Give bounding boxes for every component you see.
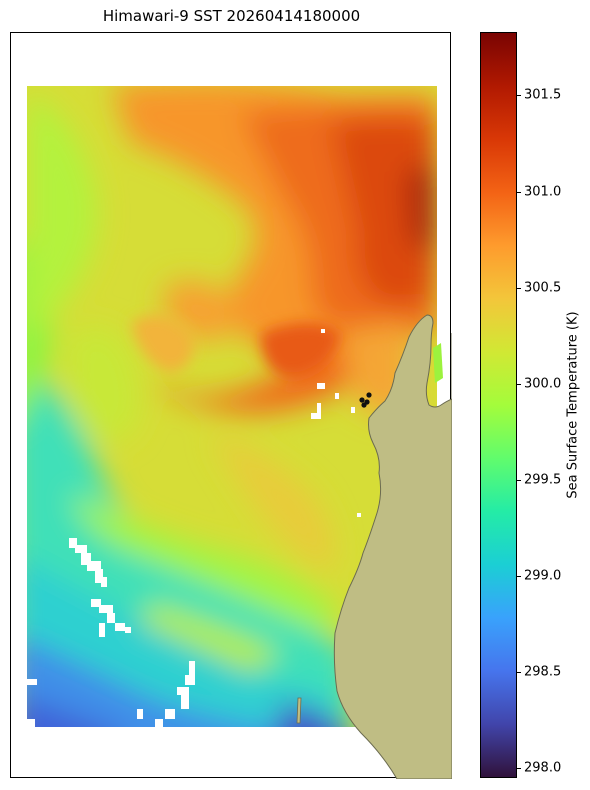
station-marker[interactable] — [361, 402, 367, 408]
colorbar-tick-label: 300.0 — [524, 376, 562, 392]
station-markers — [359, 392, 372, 408]
colorbar-tick — [517, 383, 521, 385]
sst-map-canvas — [27, 86, 452, 779]
map-title: Himawari-9 SST 20260414180000 — [102, 7, 361, 25]
colorbar — [480, 32, 517, 778]
sst-map[interactable] — [10, 32, 452, 779]
colorbar-tick — [517, 191, 521, 193]
colorbar-tick-label: 299.0 — [524, 568, 562, 584]
sst-field — [27, 86, 437, 727]
missing-data-mask — [27, 329, 361, 727]
colorbar-tick — [517, 576, 521, 578]
colorbar-tick-label: 298.0 — [524, 760, 562, 776]
colorbar-tick — [517, 287, 521, 289]
green-shoal — [433, 343, 443, 383]
colorbar-tick-label: 299.5 — [524, 472, 562, 488]
colorbar-tick — [517, 479, 521, 481]
land-mass — [333, 314, 452, 779]
station-marker[interactable] — [366, 392, 372, 398]
colorbar-tick-label: 300.5 — [524, 280, 562, 296]
colorbar-tick-label: 301.0 — [524, 184, 562, 200]
colorbar-label: Sea Surface Temperature (K) — [565, 311, 581, 499]
station-marker[interactable] — [359, 397, 365, 403]
colorbar-tick — [517, 768, 521, 770]
colorbar-tick — [517, 672, 521, 674]
colorbar-tick-label: 298.5 — [524, 664, 562, 680]
colorbar-tick-label: 301.5 — [524, 87, 562, 103]
colorbar-tick — [517, 95, 521, 97]
island — [296, 697, 302, 724]
